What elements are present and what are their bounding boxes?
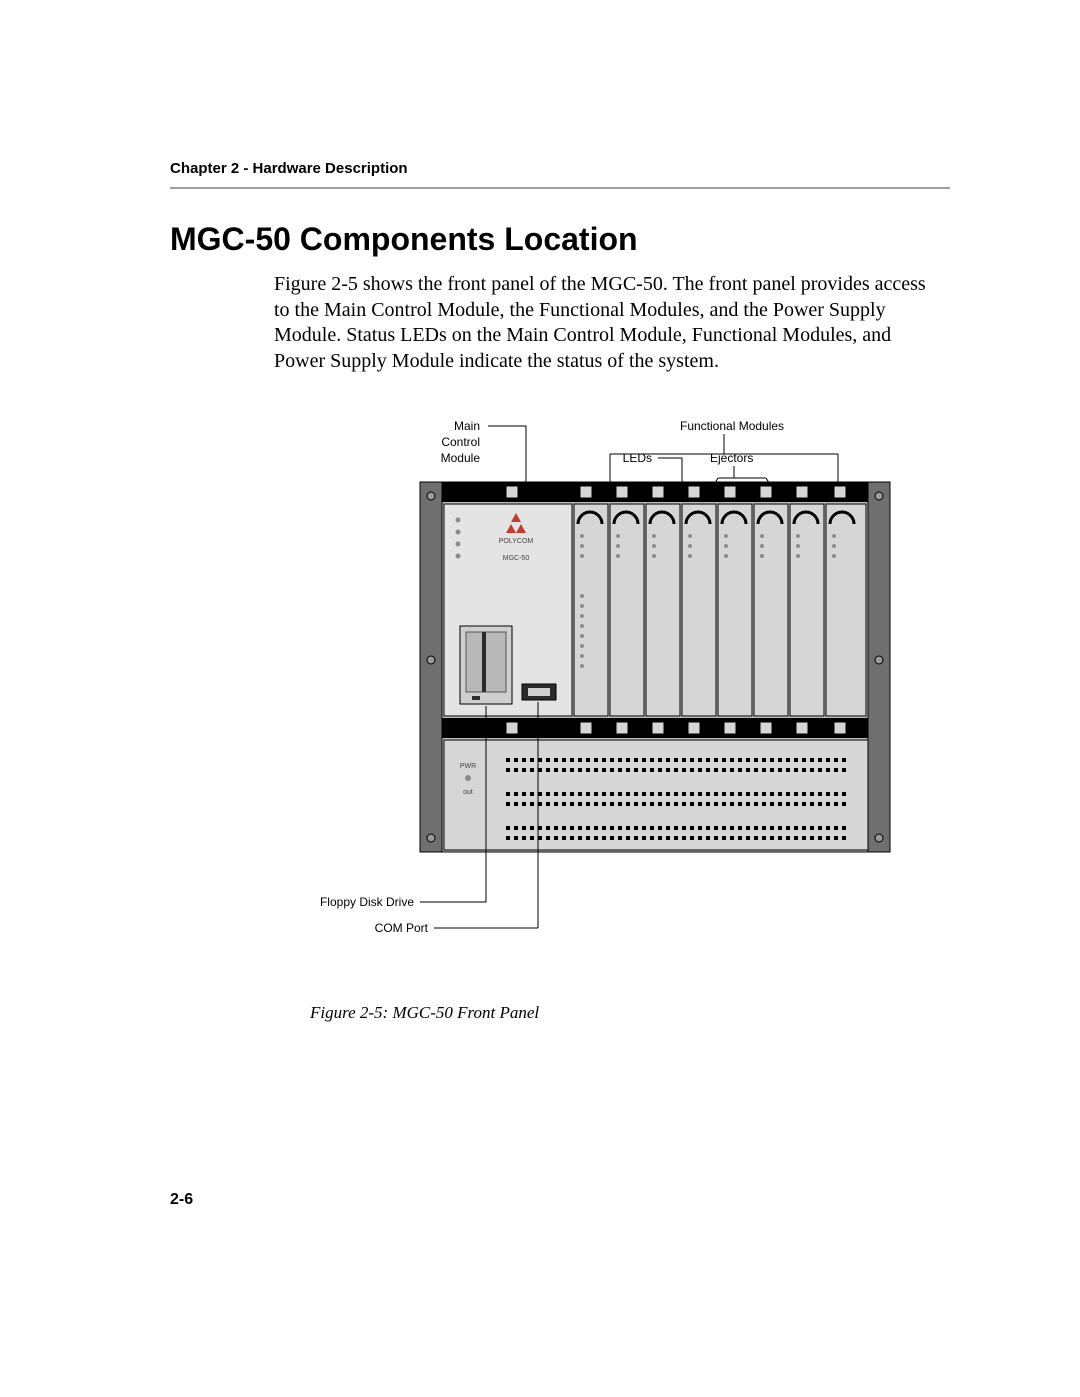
label-main-control-1: Main — [454, 419, 480, 433]
floppy-drive-icon — [460, 626, 512, 704]
brand-text: POLYCOM — [499, 538, 534, 545]
label-com-port: COM Port — [375, 921, 429, 935]
main-control-module: POLYCOM MGC-50 — [444, 504, 572, 716]
label-functional-modules: Functional Modules — [680, 419, 784, 433]
label-leds: LEDs — [623, 451, 652, 465]
label-ejectors: Ejectors — [710, 451, 753, 465]
pwr-label: PWR — [460, 763, 476, 770]
com-port-icon — [522, 684, 556, 700]
section-body: Figure 2-5 shows the front panel of the … — [274, 272, 940, 374]
out-label: out — [463, 789, 473, 796]
figure-caption: Figure 2-5: MGC-50 Front Panel — [310, 1003, 950, 1023]
page-number: 2-6 — [170, 1191, 193, 1209]
header-rule — [170, 187, 950, 189]
label-main-control-3: Module — [441, 451, 481, 465]
section-title: MGC-50 Components Location — [170, 221, 950, 258]
label-floppy: Floppy Disk Drive — [320, 895, 414, 909]
page: Chapter 2 - Hardware Description MGC-50 … — [0, 0, 1080, 1397]
running-head: Chapter 2 - Hardware Description — [170, 160, 950, 177]
chassis: POLYCOM MGC-50 — [420, 482, 890, 852]
front-panel-diagram: Main Control Module Functional Modules L… — [310, 416, 950, 976]
label-main-control-2: Control — [441, 435, 480, 449]
model-text: MGC-50 — [503, 555, 530, 562]
power-supply-panel: PWR out — [444, 740, 868, 850]
figure: Main Control Module Functional Modules L… — [310, 416, 950, 1023]
